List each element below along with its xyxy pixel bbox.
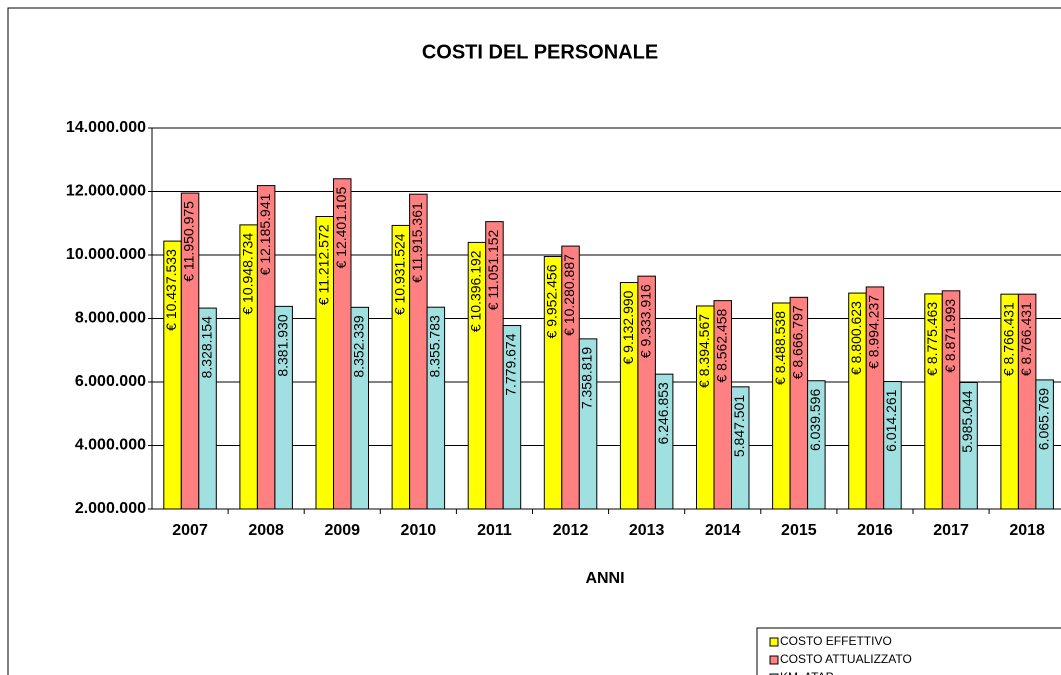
value-label: € 10.931.524 bbox=[392, 233, 408, 315]
x-tick-label: 2015 bbox=[781, 522, 817, 539]
value-label: 8.381.930 bbox=[274, 314, 290, 376]
y-tick-label: 10.000.000 bbox=[66, 246, 146, 263]
y-tick-label: 8.000.000 bbox=[75, 310, 146, 327]
value-label: 7.358.819 bbox=[579, 347, 595, 409]
legend-swatch bbox=[769, 655, 779, 665]
value-label: 8.328.154 bbox=[198, 316, 214, 378]
value-label: € 8.394.567 bbox=[696, 314, 712, 388]
y-tick-label: 14.000.000 bbox=[66, 119, 146, 136]
x-tick-label: 2007 bbox=[172, 522, 208, 539]
value-label: 6.039.596 bbox=[807, 389, 823, 451]
x-tick-label: 2016 bbox=[857, 522, 893, 539]
x-tick-label: 2010 bbox=[401, 522, 437, 539]
value-label: € 9.952.456 bbox=[544, 264, 560, 338]
value-label: € 9.333.916 bbox=[637, 284, 653, 358]
value-label: 5.847.501 bbox=[731, 395, 747, 457]
x-tick-label: 2012 bbox=[553, 522, 589, 539]
value-label: € 8.994.237 bbox=[866, 295, 882, 369]
x-tick-label: 2018 bbox=[1009, 522, 1045, 539]
value-label: € 11.212.572 bbox=[315, 224, 331, 305]
value-label: 6.014.261 bbox=[883, 389, 899, 451]
chart-title: COSTI DEL PERSONALE bbox=[422, 41, 658, 63]
value-label: € 10.280.887 bbox=[561, 254, 577, 336]
legend-swatch bbox=[769, 637, 779, 647]
y-tick-label: 12.000.000 bbox=[66, 183, 146, 200]
value-label: € 8.666.797 bbox=[790, 305, 806, 379]
x-tick-label: 2017 bbox=[933, 522, 969, 539]
legend-label: KM. ATAP bbox=[780, 670, 834, 675]
value-label: € 8.775.463 bbox=[924, 302, 940, 376]
value-label: € 10.437.533 bbox=[163, 249, 179, 331]
x-tick-label: 2008 bbox=[248, 522, 284, 539]
value-label: € 12.185.941 bbox=[257, 193, 273, 275]
value-label: € 10.948.734 bbox=[239, 233, 255, 315]
value-label: 6.065.769 bbox=[1035, 388, 1051, 450]
value-label: € 8.562.458 bbox=[713, 308, 729, 382]
value-label: € 8.766.431 bbox=[1000, 302, 1016, 376]
x-tick-label: 2009 bbox=[324, 522, 360, 539]
value-label: € 8.488.538 bbox=[772, 311, 788, 385]
legend-label: COSTO ATTUALIZZATO bbox=[780, 652, 912, 666]
value-label: 7.779.674 bbox=[503, 333, 519, 395]
y-tick-label: 4.000.000 bbox=[75, 437, 146, 454]
value-label: € 8.871.993 bbox=[942, 299, 958, 373]
value-label: € 8.766.431 bbox=[1018, 302, 1034, 376]
value-label: 8.352.339 bbox=[350, 315, 366, 377]
value-label: 6.246.853 bbox=[655, 382, 671, 444]
value-label: € 11.950.975 bbox=[181, 201, 197, 282]
value-label: 8.355.783 bbox=[427, 315, 443, 377]
x-axis-label: ANNI bbox=[585, 570, 624, 587]
y-tick-label: 2.000.000 bbox=[75, 500, 146, 517]
legend-label: COSTO EFFETTIVO bbox=[780, 634, 892, 648]
value-label: € 10.396.192 bbox=[468, 250, 484, 332]
value-label: € 12.401.105 bbox=[333, 187, 349, 269]
value-label: € 11.051.152 bbox=[485, 229, 501, 310]
y-tick-label: 6.000.000 bbox=[75, 373, 146, 390]
legend-box bbox=[756, 627, 1061, 675]
value-label: € 8.800.623 bbox=[848, 301, 864, 375]
value-label: € 9.132.990 bbox=[620, 290, 636, 364]
value-label: 5.985.044 bbox=[959, 390, 975, 452]
x-tick-label: 2014 bbox=[705, 522, 741, 539]
value-label: € 11.915.361 bbox=[409, 202, 425, 283]
x-tick-label: 2011 bbox=[477, 522, 512, 539]
x-tick-label: 2013 bbox=[629, 522, 665, 539]
